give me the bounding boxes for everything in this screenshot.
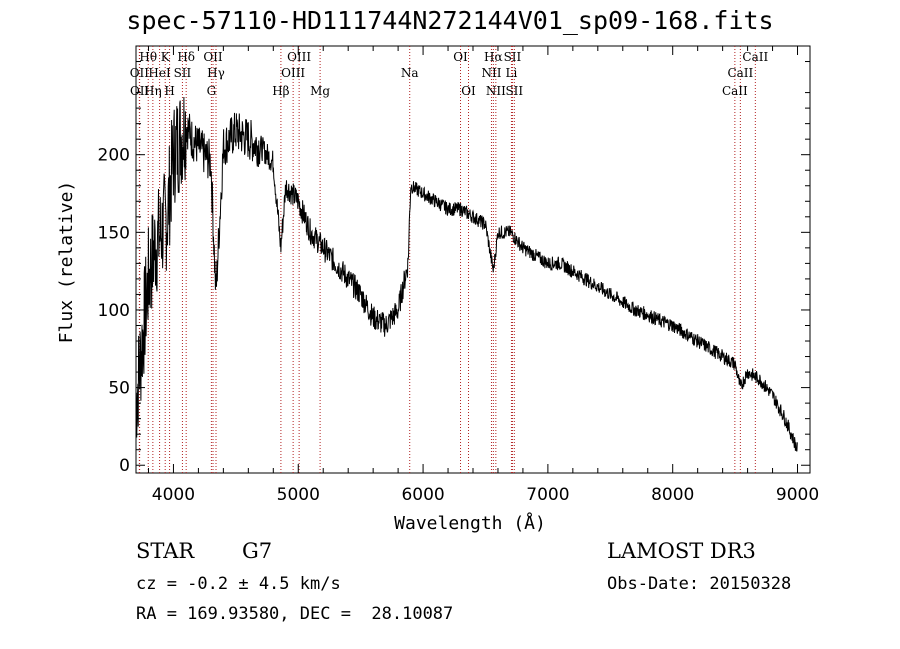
y-axis-label: Flux (relative)	[56, 181, 77, 344]
line-label: Hδ	[177, 50, 195, 64]
line-label: Hα	[484, 50, 503, 64]
line-label: CaII	[727, 66, 753, 80]
line-markers	[138, 46, 756, 473]
line-label: CaII	[742, 50, 768, 64]
line-label: CaII	[722, 84, 748, 98]
plot-frame	[135, 45, 811, 474]
line-label: H	[164, 84, 174, 98]
line-label: OII	[130, 66, 150, 80]
x-tick-label: 9000	[776, 485, 819, 505]
line-label: SII	[504, 50, 522, 64]
line-label: Hβ	[272, 84, 289, 98]
x-tick-label: 5000	[277, 485, 320, 505]
line-label: K	[161, 50, 171, 64]
line-label: Mg	[310, 84, 330, 98]
line-label: Na	[401, 66, 419, 80]
y-tick-label: 200	[98, 146, 130, 166]
line-label: Hη	[144, 84, 162, 98]
x-tick-label: 6000	[401, 485, 444, 505]
y-tick-label: 0	[119, 456, 130, 476]
x-axis-label: Wavelength (Å)	[394, 512, 546, 534]
coordinates-readout: RA = 169.93580, DEC = 28.10087	[136, 604, 454, 624]
line-label: OII	[203, 50, 223, 64]
line-label: OI	[461, 84, 476, 98]
x-tick-label: 8000	[651, 485, 694, 505]
y-tick-label: 150	[98, 223, 130, 243]
y-tick-label: 50	[108, 379, 130, 399]
line-label: NII	[486, 84, 506, 98]
object-class: STAR	[136, 539, 195, 563]
line-label: SII	[505, 84, 523, 98]
line-label: OIII	[281, 66, 305, 80]
object-subclass: G7	[242, 539, 273, 563]
line-label: Hγ	[207, 66, 225, 80]
x-tick-label: 7000	[526, 485, 569, 505]
survey-name: LAMOST DR3	[607, 539, 756, 563]
line-label: NII	[481, 66, 501, 80]
redshift-readout: cz = -0.2 ± 4.5 km/s	[136, 574, 341, 594]
line-label: Li	[506, 66, 518, 80]
line-label: SII	[174, 66, 192, 80]
observation-date: Obs-Date: 20150328	[607, 574, 792, 594]
chart-title: spec-57110-HD111744N272144V01_sp09-168.f…	[126, 6, 774, 35]
spectrum-series	[135, 96, 798, 452]
line-label: Hθ	[139, 50, 157, 64]
axis-ticks: 4000 5000 6000 7000 8000 9000 0 50 100 150 200	[98, 46, 819, 505]
spectrum-line	[135, 96, 798, 452]
y-tick-label: 100	[98, 301, 130, 321]
x-tick-label: 4000	[152, 485, 195, 505]
line-label: G	[207, 84, 217, 98]
line-label: OIII	[287, 50, 311, 64]
line-label: OI	[453, 50, 468, 64]
line-label: HeI	[148, 66, 171, 80]
line-label: OII	[130, 84, 150, 98]
